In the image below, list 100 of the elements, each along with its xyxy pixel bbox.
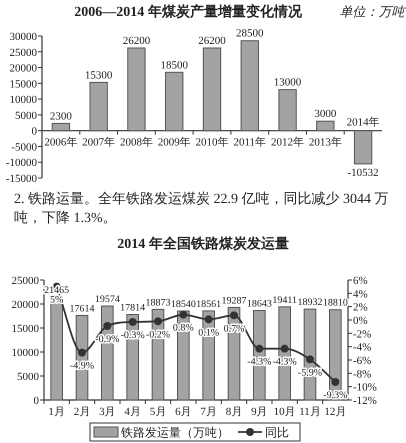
x-tick-label: 9月 <box>251 406 268 418</box>
x-tick-label: 6月 <box>175 406 192 418</box>
data-label: 26200 <box>122 34 151 47</box>
x-tick-label: 2013年 <box>308 136 342 149</box>
data-label: 18561 <box>196 298 222 310</box>
y2-tick-label: -6% <box>353 355 372 367</box>
data-label: 17814 <box>120 302 146 314</box>
x-tick-label: 2007年 <box>82 136 116 149</box>
x-tick-label: 2006年 <box>44 136 78 149</box>
point <box>154 317 162 326</box>
data-label: -0.2% <box>146 329 170 340</box>
bar <box>202 47 222 132</box>
y2-tick-label: -4% <box>353 342 372 354</box>
y2-tick-label: 6% <box>353 275 368 287</box>
chart-title: 2006—2014 年煤炭产量增量变化情况 <box>74 3 303 20</box>
x-tick-label: 8月 <box>226 406 242 418</box>
y2-tick-label: 2% <box>353 302 368 314</box>
data-label: -5.9% <box>298 367 322 378</box>
y-tick-label: 0 <box>32 126 38 138</box>
point <box>179 310 188 319</box>
y-tick-label: 0 <box>34 395 40 407</box>
data-label: -4.3% <box>247 356 272 368</box>
y2-tick-label: 4% <box>353 288 368 300</box>
data-label: -0.9% <box>95 334 120 345</box>
x-tick-label: 11月 <box>299 406 321 418</box>
data-label: 18810 <box>322 298 348 309</box>
x-tick-label: 2010年 <box>196 136 228 149</box>
bar <box>240 40 259 132</box>
point <box>331 378 340 386</box>
point <box>103 322 112 330</box>
x-tick-label: 4月 <box>124 406 141 418</box>
data-label: 26200 <box>198 34 226 47</box>
y2-tick-label: -2% <box>353 328 372 340</box>
point <box>78 348 86 357</box>
data-label: 3000 <box>314 108 337 120</box>
y-tick-label: 20000 <box>12 299 40 311</box>
x-tick-label: 7月 <box>200 406 217 418</box>
y-tick-label: 10000 <box>10 94 38 106</box>
bar <box>278 89 297 132</box>
chart-title: 2014 年全国铁路煤炭发运量 <box>117 236 289 252</box>
y-tick-label: 30000 <box>10 31 38 43</box>
data-label: -9.3% <box>323 390 348 401</box>
data-label: 18643 <box>246 298 272 310</box>
x-tick-label: 2月 <box>74 406 90 418</box>
y2-tick-label: -10% <box>353 382 377 394</box>
bar <box>354 130 372 164</box>
data-label: 18500 <box>160 59 188 72</box>
bar <box>165 72 184 132</box>
y-tick-label: 5000 <box>15 110 38 122</box>
y-tick-label: 20000 <box>10 62 38 75</box>
x-tick-label: 2011年 <box>233 136 266 149</box>
data-label: 28500 <box>236 28 264 40</box>
bar <box>316 120 335 132</box>
chart-subtitle: 单位：万吨 <box>340 4 406 19</box>
y2-tick-label: -8% <box>353 368 372 380</box>
point <box>128 318 137 326</box>
point <box>306 355 314 364</box>
y2-tick-label: -12% <box>353 395 377 407</box>
x-tick-label: 12月 <box>324 406 346 418</box>
data-label: 18540 <box>170 299 196 310</box>
y-tick-label: 15000 <box>12 323 40 335</box>
point <box>230 311 238 320</box>
point <box>255 344 264 353</box>
data-label: -10532 <box>348 166 379 179</box>
x-tick-label: 2008年 <box>120 136 153 149</box>
data-label: 19411 <box>272 294 297 306</box>
point <box>280 344 289 353</box>
data-label: 19287 <box>222 295 246 306</box>
x-tick-label: 2009年 <box>158 136 191 149</box>
y-tick-label: 15000 <box>10 78 38 90</box>
data-label: 17614 <box>70 303 94 314</box>
y-tick-label: 5000 <box>17 371 40 383</box>
y-tick-label: 25000 <box>10 46 38 59</box>
point <box>204 315 213 324</box>
data-label: 19574 <box>94 294 120 306</box>
legend-label: 同比 <box>265 426 289 440</box>
data-label: -0.3% <box>120 330 145 341</box>
x-tick-label: 3月 <box>99 406 116 418</box>
data-label: -4.9% <box>70 360 94 372</box>
y-tick-label: -5000 <box>11 141 38 154</box>
bar <box>89 82 108 132</box>
y2-tick-label: 0% <box>353 315 368 327</box>
bar <box>127 47 146 132</box>
data-label: -4.3% <box>272 356 297 368</box>
bar <box>52 122 70 132</box>
y-tick-label: -10000 <box>6 157 38 170</box>
x-tick-label: 2014年 <box>346 116 380 129</box>
y-tick-label: 25000 <box>12 275 40 287</box>
x-tick-label: 10月 <box>274 406 296 418</box>
data-label: 2300 <box>50 110 72 122</box>
y-tick-label: -15000 <box>6 173 38 185</box>
x-tick-label: 5月 <box>150 406 166 418</box>
y-tick-label: 10000 <box>12 347 40 359</box>
data-label: 18932 <box>298 297 322 308</box>
x-tick-label: 2012年 <box>271 136 304 149</box>
text: 2. 铁路运量。全年铁路发运煤炭 22.9 亿吨，同比减少 3044 万吨，下降 1.3%。 <box>13 190 390 228</box>
x-tick-label: 1月 <box>48 406 65 418</box>
data-label: 13000 <box>274 76 302 89</box>
data-label: 18873 <box>146 297 170 308</box>
legend-label: 铁路发运量（万吨） <box>120 426 229 440</box>
